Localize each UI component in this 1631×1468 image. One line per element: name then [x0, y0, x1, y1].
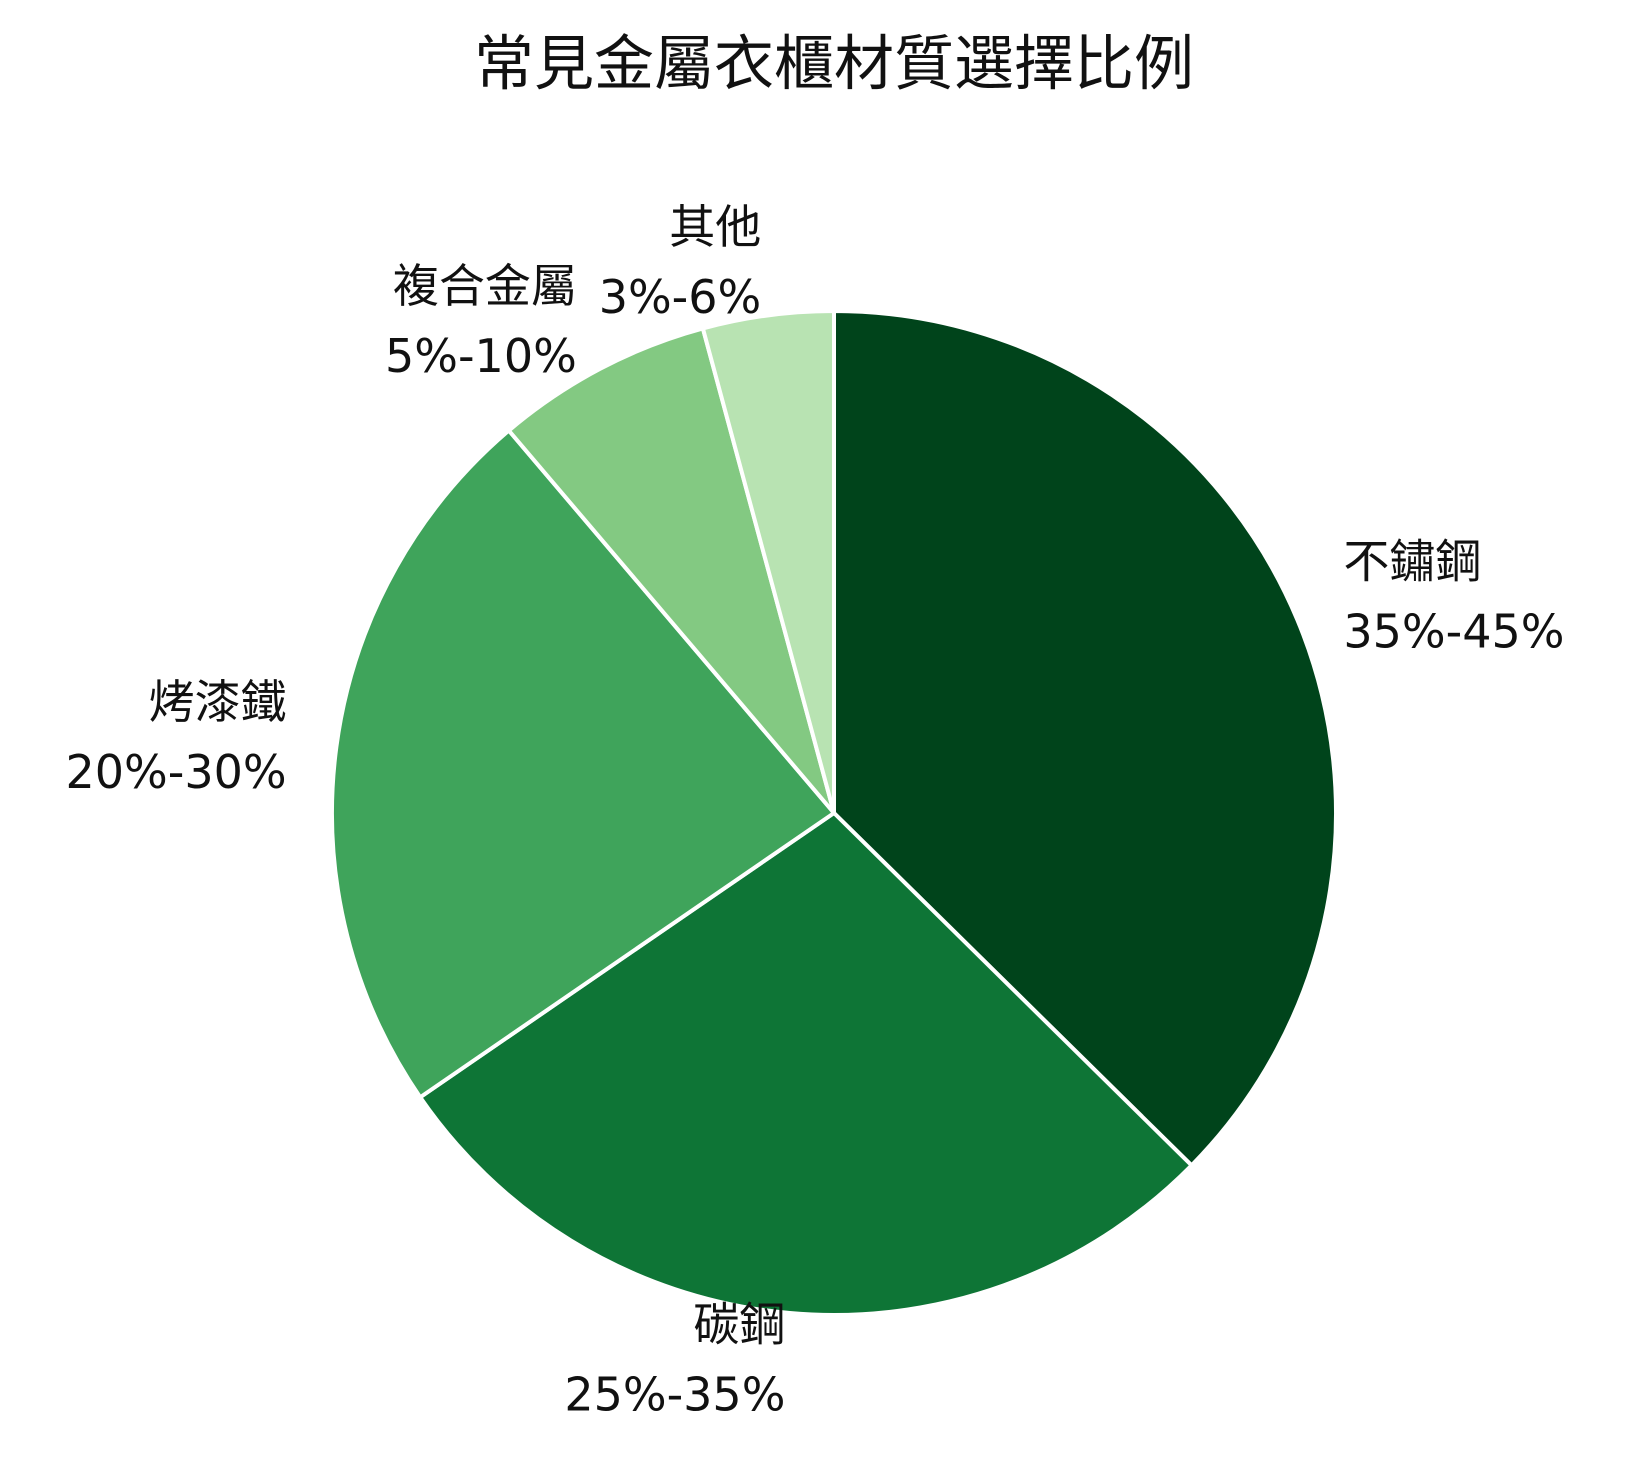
slice-label: 其他	[669, 200, 761, 254]
slice-value-label: 25%-35%	[564, 1368, 785, 1422]
slice-value-label: 35%-45%	[1343, 604, 1564, 658]
pie-slice	[330, 427, 837, 1101]
pie-slice	[832, 308, 1338, 1169]
slice-value-label: 3%-6%	[599, 270, 762, 324]
chart-title: 常見金屬衣櫃材質選擇比例	[474, 30, 1194, 100]
slice-label: 複合金屬	[393, 259, 577, 313]
slice-value-label: 20%-30%	[66, 745, 287, 799]
pie-slice	[417, 810, 1195, 1317]
pie-slice	[700, 308, 836, 814]
slice-label: 烤漆鐵	[149, 675, 287, 729]
pie-slice	[505, 325, 836, 815]
slice-label: 碳鋼	[693, 1298, 785, 1352]
slice-label: 不鏽鋼	[1343, 534, 1481, 588]
slice-value-label: 5%-10%	[385, 329, 577, 383]
